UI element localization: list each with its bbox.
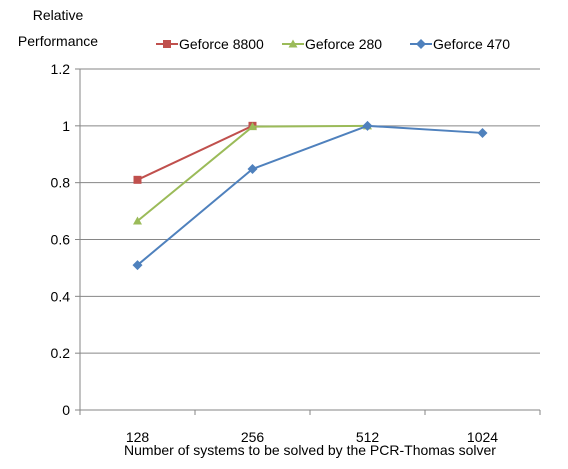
data-point [477, 127, 488, 138]
series [132, 120, 488, 271]
legend-marker [163, 40, 171, 48]
x-tick-label: 1024 [467, 429, 498, 445]
series-line [136, 124, 483, 266]
y-tick-label: 1.2 [51, 61, 71, 77]
x-axis-ticks: 128 256 512 1024 [79, 410, 541, 445]
legend-item: Geforce 470 [410, 36, 510, 52]
legend-item: Geforce 280 [282, 36, 382, 52]
data-point [133, 216, 142, 225]
x-tick-label: 128 [126, 429, 150, 445]
x-axis-title: Number of systems to be solved by the PC… [124, 442, 496, 458]
legend-label: Geforce 280 [305, 36, 382, 52]
y-tick-label: 0 [62, 402, 70, 418]
y-axis-title-line-2: Performance [18, 33, 98, 49]
y-axis-title: Relative Performance [18, 7, 98, 49]
y-axis-title-line-1: Relative [33, 7, 84, 23]
y-tick-label: 0.6 [51, 232, 71, 248]
data-point [362, 120, 373, 131]
legend-item: Geforce 8800 [156, 36, 264, 52]
y-tick-label: 1 [62, 118, 70, 134]
x-tick-label: 512 [356, 429, 380, 445]
y-tick-label: 0.8 [51, 175, 71, 191]
legend-marker [288, 39, 298, 48]
series-line [137, 124, 253, 181]
legend-marker [416, 39, 426, 49]
y-tick-label: 0.2 [51, 345, 71, 361]
data-point [133, 175, 142, 184]
x-tick-label: 256 [241, 429, 265, 445]
legend: Geforce 8800 Geforce 280 Geforce 470 [156, 36, 510, 52]
series-3 [132, 120, 488, 271]
data-point [248, 122, 257, 131]
data-point [247, 164, 258, 175]
y-axis-ticks: 0 0.2 0.4 0.6 0.8 1 1.2 [51, 61, 80, 418]
legend-label: Geforce 470 [433, 36, 510, 52]
y-tick-label: 0.4 [51, 288, 71, 304]
legend-label: Geforce 8800 [179, 36, 264, 52]
data-point [132, 260, 143, 271]
